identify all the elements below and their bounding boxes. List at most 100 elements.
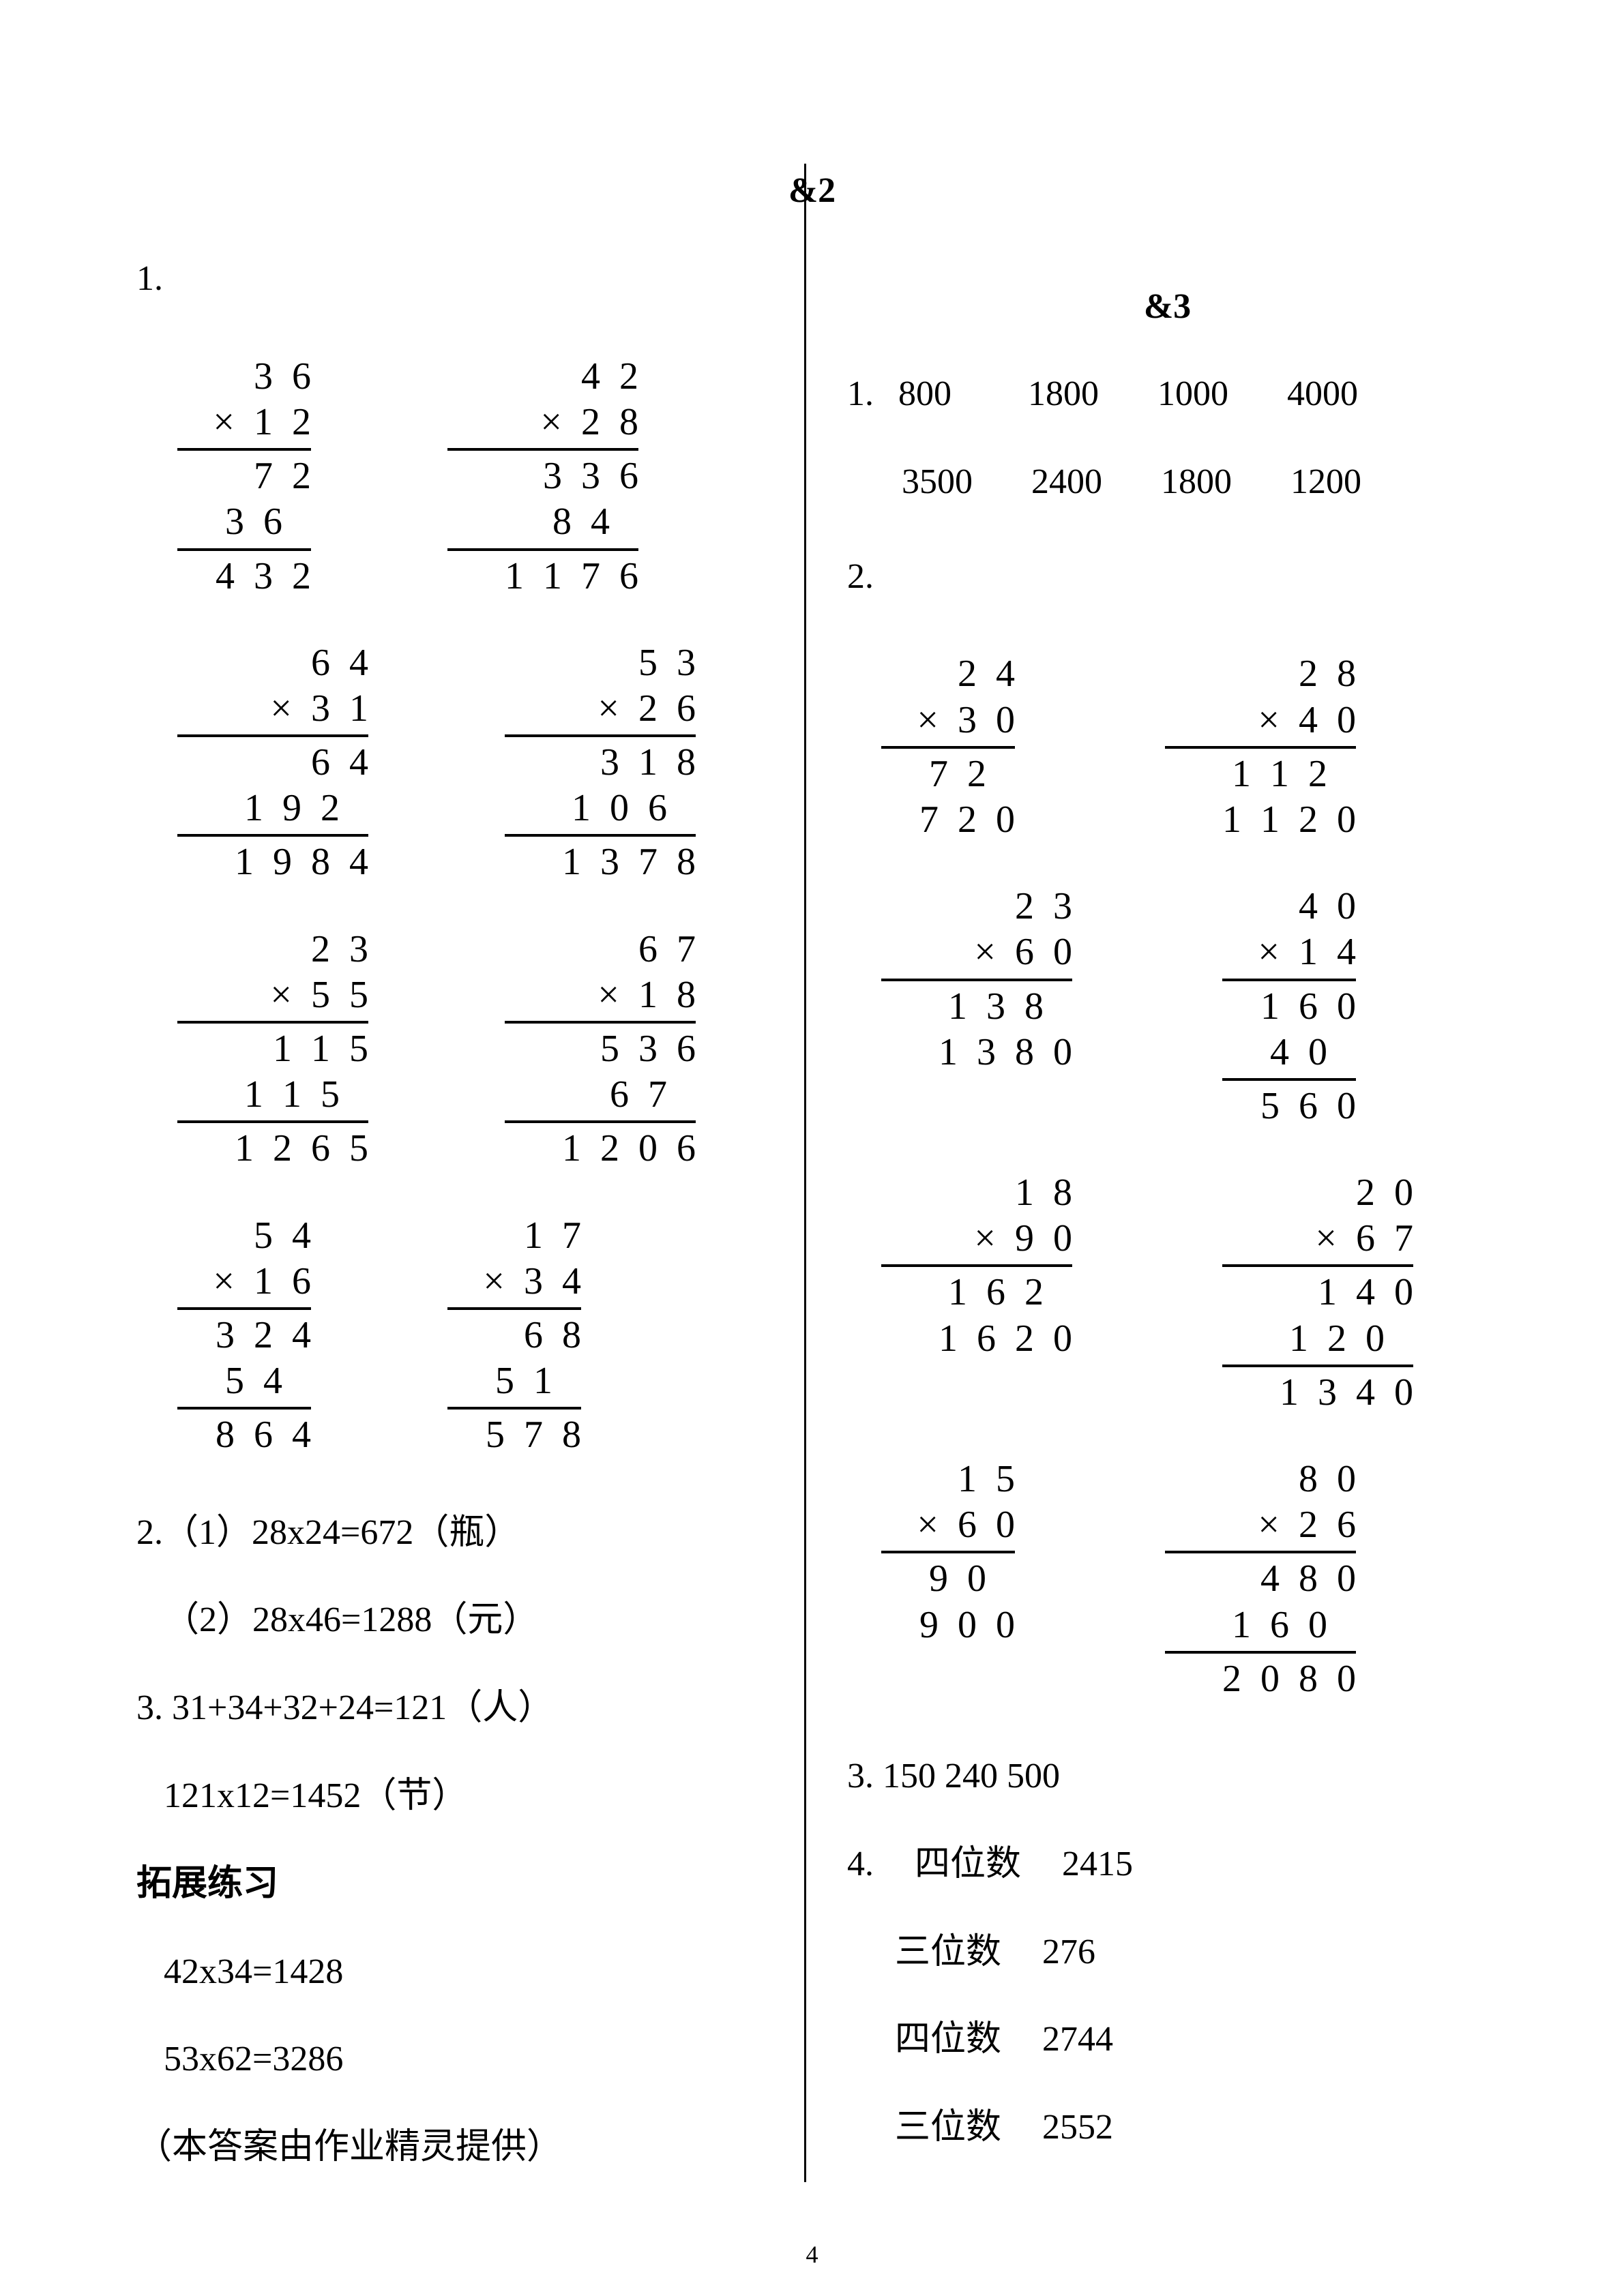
calc-line: × 6 0 [881,1502,1015,1548]
section-header-right: &3 [847,286,1488,327]
rule-line [177,548,311,551]
calc-line: 4 0 [1222,884,1356,929]
rule-line [1165,746,1356,749]
rule-line [177,734,368,737]
rule-line [177,834,368,837]
calc-line: 6 8 [447,1313,581,1358]
rule-line [177,448,311,451]
mult-row: 3 6× 1 2 7 23 6 4 3 2 4 2× 2 83 3 68 4 1… [177,354,777,599]
rule-line [505,1021,696,1024]
rule-line [1222,979,1356,981]
answer-value: 1200 [1290,449,1372,516]
answer-value: 1800 [1161,449,1243,516]
calc-line: 3 6 [177,499,311,545]
calc-line: 3 1 8 [505,740,696,786]
long-multiplication: 6 7× 1 85 3 66 7 1 2 0 6 [505,927,696,1172]
calc-line: 1 6 2 [881,1270,1072,1315]
rule-line [881,1264,1072,1267]
calc-line: 1 1 5 [177,1026,368,1072]
calc-line: 1 6 0 [1222,984,1356,1030]
rule-line [177,1407,311,1410]
calc-line: 6 4 [177,740,368,786]
calc-line: 2 3 [881,884,1072,929]
rule-line [177,1120,368,1123]
calc-line: 7 2 [881,751,1015,797]
rule-line [1222,1365,1413,1367]
calc-line: 5 3 [505,640,696,686]
r-q1-row2-wrap: 3500 2400 1800 1200 [847,449,1488,516]
q4-value: 2552 [1042,2094,1113,2162]
calc-line: 1 7 [447,1213,581,1259]
calc-line: 4 8 0 [1165,1556,1356,1602]
q3-line1: 3. 31+34+32+24=121（人） [136,1675,777,1742]
rule-line [1165,1551,1356,1553]
calc-line: 5 7 8 [447,1412,581,1458]
r-q4: 4.四位数2415 三位数 276 四位数2744 三位数 2552 [847,1831,1488,2162]
rule-line [447,548,638,551]
q4-row: 四位数2744 [895,2006,1488,2074]
calc-line: 1 1 5 [177,1072,368,1118]
calc-line: 9 0 [881,1556,1015,1602]
calc-line: × 4 0 [1165,698,1356,743]
page-number: 4 [806,2240,818,2269]
rule-line [881,746,1015,749]
calc-line: 5 6 0 [1222,1084,1356,1129]
long-multiplication: 2 3 × 6 01 3 8 1 3 8 0 [881,884,1072,1129]
calc-line: 1 1 2 [1165,751,1356,797]
calc-line: × 9 0 [881,1216,1072,1262]
mult-row: 5 4× 1 63 2 45 4 8 6 4 1 7× 3 4 6 85 1 5… [177,1213,777,1459]
calc-line: × 6 0 [881,929,1072,975]
rule-line [881,979,1072,981]
rule-line [1165,1651,1356,1654]
r-q1-row1: 800180010004000 [898,361,1369,428]
q4-desc: 三位数 [895,2094,1001,2162]
mult-row: 2 3 × 6 01 3 8 1 3 8 0 4 0× 1 41 6 04 0 … [881,884,1488,1129]
rule-line [447,448,638,451]
long-multiplication: 3 6× 1 2 7 23 6 4 3 2 [177,354,311,599]
calc-line: 8 0 [1165,1457,1356,1502]
rule-line [1222,1264,1413,1267]
calc-line: 1 3 7 8 [505,839,696,885]
q4-value: 276 [1042,1919,1095,1986]
calc-line: × 2 6 [1165,1502,1356,1548]
calc-line: 5 3 6 [505,1026,696,1072]
calc-line: × 3 4 [447,1259,581,1304]
answer-value: 4000 [1287,361,1369,428]
answer-value: 2400 [1031,449,1113,516]
calc-line: 6 7 [505,1072,696,1118]
calc-line: 2 4 [881,651,1015,697]
calc-line: 2 8 [1165,651,1356,697]
mult-row: 1 5× 6 09 0 9 0 0 8 0 × 2 6 4 8 01 6 0 2… [881,1457,1488,1702]
calc-line: 1 1 2 0 [1165,797,1356,843]
left-mult-container: 3 6× 1 2 7 23 6 4 3 2 4 2× 2 83 3 68 4 1… [136,354,777,1459]
calc-line: × 2 8 [447,400,638,445]
long-multiplication: 5 3× 2 63 1 81 0 6 1 3 7 8 [505,640,696,886]
calc-line: × 3 0 [881,698,1015,743]
mult-row: 6 4× 3 1 6 41 9 2 1 9 8 4 5 3× 2 63 1 81… [177,640,777,886]
calc-line: 8 4 [447,499,638,545]
q4-desc: 四位数 [915,1831,1021,1898]
mult-row: 2 4× 3 07 2 7 2 0 2 8 × 4 01 1 2 1 1 2 0 [881,651,1488,843]
calc-line: 8 6 4 [177,1412,311,1458]
calc-line: 7 2 [177,453,311,499]
calc-line: 2 3 [177,927,368,972]
rule-line [881,1551,1015,1553]
ext-line1: 42x34=1428 [136,1939,777,2006]
long-multiplication: 2 3× 5 51 1 51 1 5 1 2 6 5 [177,927,368,1172]
q4-row: 4.四位数2415 [847,1831,1488,1898]
calc-line: 6 4 [177,640,368,686]
calc-line: 5 1 [447,1358,581,1404]
calc-line: × 1 6 [177,1259,311,1304]
answer-value: 3500 [902,449,984,516]
calc-line: 3 6 [177,354,311,400]
calc-line: 1 0 6 [505,786,696,831]
calc-line: 9 0 0 [881,1602,1015,1648]
long-multiplication: 4 2× 2 83 3 68 4 1 1 7 6 [447,354,638,599]
q4-desc: 三位数 [895,1919,1001,1986]
calc-line: × 1 2 [177,400,311,445]
calc-line: × 1 8 [505,972,696,1018]
calc-line: 5 4 [177,1213,311,1259]
rule-line [447,1407,581,1410]
calc-line: 4 2 [447,354,638,400]
q4-row: 三位数 276 [895,1919,1488,1986]
